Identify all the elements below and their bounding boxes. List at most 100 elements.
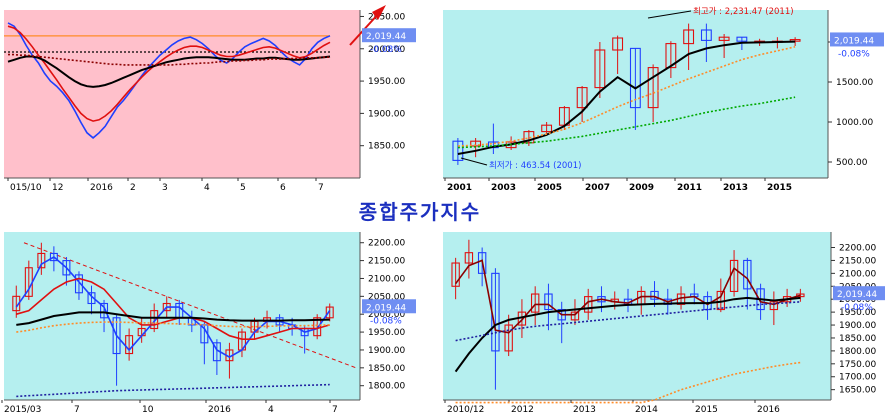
- x-tick-label: 2016: [757, 405, 780, 415]
- x-tick-label: 2016: [208, 405, 231, 415]
- candle-body: [62, 260, 71, 276]
- x-tick-label: 4: [268, 405, 274, 415]
- y-tick-label: 1750.00: [839, 360, 876, 370]
- candle-body: [769, 301, 779, 311]
- x-tick-label: 10: [142, 405, 154, 415]
- change-label: -0.08%: [370, 45, 402, 55]
- candle-body: [125, 335, 134, 355]
- candle-body: [665, 43, 677, 69]
- chart-main-title: 종합주가지수: [358, 200, 482, 224]
- trend-arrow-head: [372, 5, 386, 20]
- change-label: -0.08%: [370, 316, 402, 326]
- series-line-black: [7, 55, 331, 88]
- y-tick-label: 2000.00: [368, 310, 405, 320]
- y-tick-label: 1700.00: [839, 373, 876, 383]
- ma-line-orange: [16, 321, 330, 333]
- y-tick-label: 1950.00: [839, 308, 876, 318]
- y-tick-label: 2100.00: [368, 274, 405, 284]
- trendline: [23, 242, 357, 369]
- x-tick-label: 4: [204, 183, 210, 193]
- low-annotation-leader: [460, 157, 488, 166]
- current-value-badge: [362, 28, 416, 43]
- high-annotation-leader: [647, 10, 692, 19]
- y-tick-label: 1650.00: [839, 386, 876, 396]
- x-tick-label: 2009: [629, 183, 654, 193]
- y-axis-area: [360, 228, 440, 420]
- ma-line-orange: [455, 361, 801, 404]
- ma-line-black: [454, 296, 801, 373]
- current-value-label: 2,019.44: [366, 32, 406, 42]
- current-value-label: 2,019.44: [366, 303, 406, 313]
- x-tick-label: 12: [52, 183, 63, 193]
- candle-body: [464, 252, 474, 264]
- ma-line-navy: [455, 301, 801, 342]
- y-tick-label: 2000.00: [839, 295, 876, 305]
- chart-panel-kospi-monthly: 1650.00 1700.00 1750.00 1800.00 1850.00 1900.…: [443, 228, 885, 420]
- plot-area: [4, 232, 360, 400]
- x-tick-label: 2007: [585, 183, 610, 193]
- y-tick-label: 1000.00: [836, 118, 873, 128]
- candle-body: [700, 29, 712, 41]
- x-tick-label: 7: [318, 183, 324, 193]
- y-tick-label: 1900.00: [368, 109, 405, 119]
- y-tick-label: 1800.00: [839, 347, 876, 357]
- candle-body: [718, 36, 730, 41]
- x-tick-label: 2: [130, 183, 136, 193]
- x-tick-label: 7: [332, 405, 338, 415]
- candle-body: [325, 306, 334, 319]
- x-tick-label: 2013: [723, 183, 748, 193]
- x-tick-label: 2014: [635, 405, 658, 415]
- candle-body: [452, 140, 464, 161]
- low-annotation: 최저가 : 463.54 (2001): [489, 160, 581, 171]
- ma-line-black: [16, 311, 330, 326]
- chart-svg-p2: 500.001000.001500.002000.002001200320052…: [443, 0, 885, 195]
- y-tick-label: 1950.00: [368, 77, 405, 87]
- candle-body: [530, 293, 540, 313]
- candle-body: [74, 274, 83, 294]
- y-tick-label: 500.00: [836, 158, 868, 168]
- x-tick-label: 2015: [767, 183, 792, 193]
- candle-body: [477, 252, 487, 274]
- chart-panel-kospi-yearly: 500.001000.001500.002000.002001200320052…: [443, 0, 885, 195]
- y-tick-label: 2050.00: [368, 292, 405, 302]
- candle-body: [37, 252, 46, 269]
- y-tick-label: 1900.00: [368, 346, 405, 356]
- x-tick-label: 2003: [491, 183, 516, 193]
- candle-body: [629, 47, 641, 109]
- candle-body: [570, 311, 580, 321]
- ma-line-green: [457, 96, 796, 149]
- current-value-label: 2,019.44: [834, 36, 874, 46]
- candle-body: [736, 36, 748, 42]
- plot-area: [443, 232, 831, 400]
- change-label: -0.08%: [841, 303, 873, 313]
- current-value-label: 2,019.44: [837, 290, 877, 300]
- chart-svg-p1: 1850.00 1900.00 1950.00 2000.00 2050.00 015/1…: [4, 0, 440, 195]
- candle-body: [743, 259, 752, 290]
- x-tick-label: 2015: [695, 405, 718, 415]
- candle-body: [504, 324, 513, 352]
- x-tick-label: 2013: [573, 405, 596, 415]
- candle-body: [150, 310, 159, 330]
- y-tick-label: 1500.00: [836, 78, 873, 88]
- ma-line-darkred: [454, 259, 801, 334]
- ma-line-orange: [457, 46, 796, 147]
- ma-line-navy: [16, 383, 330, 398]
- candle-body: [100, 302, 109, 319]
- high-annotation: 최고가 : 2,231.47 (2011): [693, 6, 794, 17]
- candle-body: [683, 29, 695, 45]
- x-tick-label: 2012: [511, 405, 534, 415]
- x-tick-label: 015/10: [10, 183, 42, 193]
- chart-svg-p3: 1800.00 1850.00 1900.00 1950.00 2000.00 2050.…: [1, 228, 440, 420]
- y-tick-label: 2150.00: [368, 257, 405, 267]
- candle-body: [87, 292, 96, 305]
- y-tick-label: 2200.00: [839, 244, 876, 254]
- x-tick-label: 3: [162, 183, 168, 193]
- y-axis-area: [831, 228, 885, 420]
- x-tick-label: 2011: [677, 183, 702, 193]
- candle-body: [576, 87, 588, 109]
- ma-line-red: [16, 277, 330, 340]
- candle-body: [612, 37, 624, 51]
- series-line-red: [7, 25, 331, 122]
- current-value-badge: [830, 32, 884, 47]
- y-tick-label: 1850.00: [368, 142, 405, 152]
